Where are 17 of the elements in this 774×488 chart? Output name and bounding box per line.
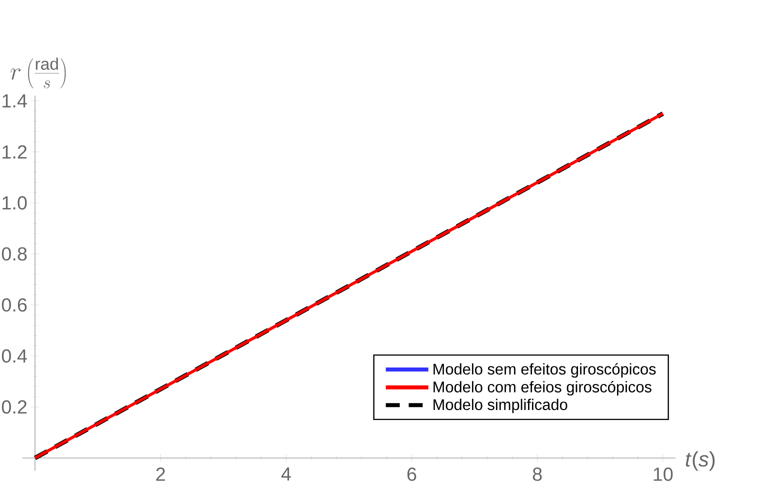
x-tick-label: 10 — [654, 468, 673, 481]
y-tick-label: 0.2 — [2, 400, 27, 414]
x-tick-label: 6 — [407, 468, 416, 481]
legend-label: Modelo simplificado — [434, 398, 568, 414]
x-axis-title: t(s) — [686, 451, 715, 471]
y-tick-label: 0.4 — [2, 349, 27, 363]
x-tick-label: 4 — [281, 468, 291, 481]
y-tick-label: 0.8 — [2, 247, 27, 261]
legend-label: Modelo sem efeitos giroscópicos — [434, 363, 656, 378]
x-tick-label: 2 — [156, 468, 165, 481]
y-axis-title: $r\left(\frac{\mathrm{rad}}{s}\right)$ — [10, 58, 66, 88]
legend-label: Modelo com efeios giroscópicos — [434, 380, 652, 396]
y-tick-label: 0.6 — [2, 298, 27, 312]
y-tick-label: 1.4 — [2, 94, 27, 108]
y-tick-label: 1.0 — [2, 196, 27, 210]
y-tick-label: 1.2 — [2, 145, 27, 158]
x-tick-label: 8 — [532, 468, 542, 481]
